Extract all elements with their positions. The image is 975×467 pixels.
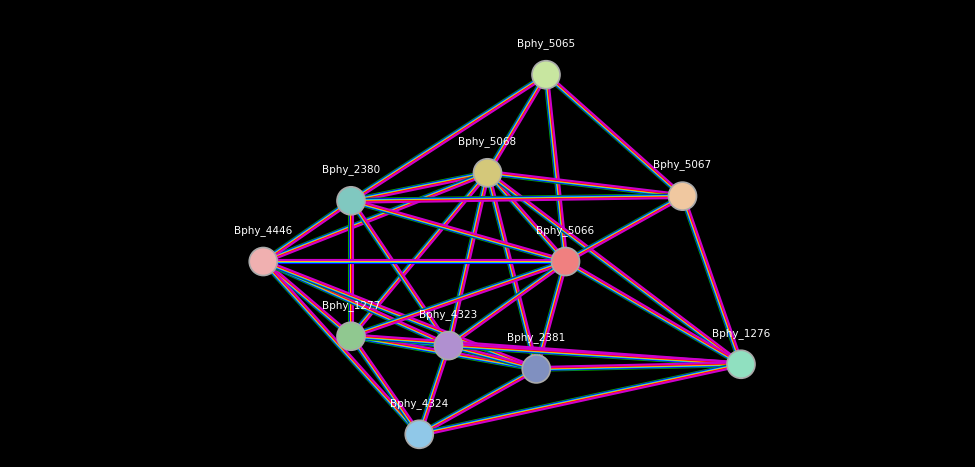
Text: Bphy_1277: Bphy_1277 — [322, 300, 380, 311]
Ellipse shape — [532, 61, 560, 89]
Ellipse shape — [669, 182, 696, 210]
Text: Bphy_5065: Bphy_5065 — [517, 38, 575, 49]
Ellipse shape — [337, 322, 365, 350]
Ellipse shape — [727, 350, 755, 378]
Text: Bphy_5066: Bphy_5066 — [536, 225, 595, 236]
Text: Bphy_5068: Bphy_5068 — [458, 136, 517, 147]
Ellipse shape — [435, 332, 462, 360]
Ellipse shape — [474, 159, 501, 187]
Text: Bphy_2381: Bphy_2381 — [507, 333, 566, 343]
Text: Bphy_2380: Bphy_2380 — [322, 164, 380, 175]
Text: Bphy_4324: Bphy_4324 — [390, 398, 448, 409]
Ellipse shape — [523, 355, 550, 383]
Ellipse shape — [552, 248, 579, 276]
Ellipse shape — [406, 420, 433, 448]
Text: Bphy_4323: Bphy_4323 — [419, 309, 478, 320]
Text: Bphy_1276: Bphy_1276 — [712, 328, 770, 339]
Text: Bphy_4446: Bphy_4446 — [234, 225, 292, 236]
Text: Bphy_5067: Bphy_5067 — [653, 160, 712, 170]
Ellipse shape — [337, 187, 365, 215]
Ellipse shape — [250, 248, 277, 276]
